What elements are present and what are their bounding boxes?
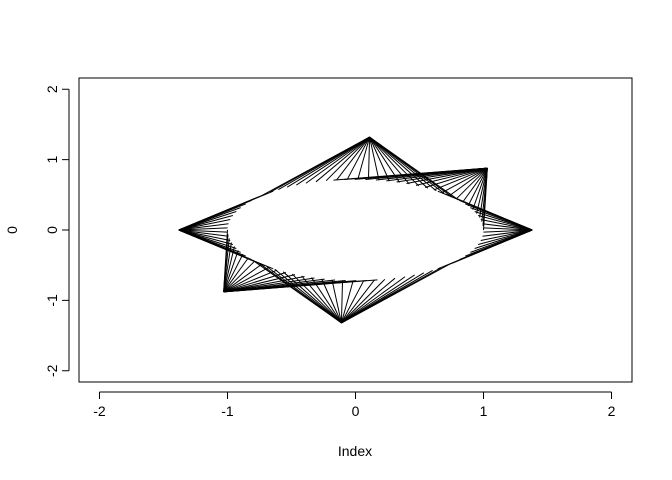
fan-line	[178, 229, 231, 241]
fan-line	[456, 167, 488, 200]
fan-lines	[178, 136, 533, 324]
fan-line	[315, 136, 370, 183]
fan-line	[369, 136, 420, 187]
fan-line	[449, 167, 488, 197]
fan-line	[223, 263, 262, 293]
fan-line	[223, 242, 232, 293]
fan-line	[479, 167, 488, 218]
fan-line	[369, 137, 380, 181]
fan-line	[223, 246, 235, 293]
fan-line	[472, 167, 488, 210]
fan-line	[476, 167, 488, 214]
x-tick-label: 1	[480, 403, 488, 419]
y-tick-label: -2	[44, 364, 60, 377]
x-tick-label: 2	[608, 403, 616, 419]
y-tick-label: 0	[44, 226, 60, 234]
fan-line	[331, 279, 342, 323]
fan-line	[369, 136, 437, 192]
fan-line	[340, 280, 344, 323]
x-axis: -2 -1 0 1 2	[93, 391, 616, 419]
fan-line	[478, 229, 533, 246]
fan-line	[346, 136, 371, 180]
fan-line	[274, 268, 342, 324]
fan-line	[223, 257, 249, 293]
fan-line	[341, 276, 406, 324]
x-tick-label: -2	[93, 403, 106, 419]
fan-line	[178, 223, 229, 231]
fan-line	[301, 275, 342, 324]
fan-line	[178, 227, 228, 231]
y-axis: -2 -1 0 1 2	[44, 85, 70, 377]
fan-line	[340, 280, 354, 324]
fan-line	[223, 279, 378, 293]
fan-line	[341, 279, 375, 324]
fan-line	[223, 269, 278, 293]
fan-line	[291, 273, 342, 324]
x-tick-label: 0	[352, 403, 360, 419]
y-tick-label: 1	[44, 156, 60, 164]
fan-line	[262, 136, 370, 196]
fan-line	[178, 214, 233, 231]
fan-line	[415, 167, 488, 186]
x-tick-label: -1	[221, 403, 234, 419]
fan-line	[223, 274, 296, 293]
fan-line	[223, 260, 255, 293]
fan-line	[462, 167, 488, 203]
fan-line	[357, 136, 371, 180]
fan-line	[341, 277, 396, 324]
fan-line	[482, 229, 533, 237]
fan-line	[178, 229, 228, 233]
fan-line	[441, 167, 488, 194]
fan-line	[340, 280, 365, 324]
fan-line	[369, 136, 390, 182]
fan-line	[480, 229, 533, 241]
fan-line	[178, 219, 231, 231]
y-axis-title: 0	[4, 226, 20, 234]
fan-line	[341, 278, 386, 324]
fan-line	[483, 229, 533, 233]
fan-line	[467, 167, 488, 207]
fan-line	[482, 223, 533, 231]
fan-line	[282, 271, 342, 324]
fan-line	[369, 136, 429, 189]
fan-line	[480, 219, 533, 231]
fan-line	[223, 266, 270, 293]
fan-line	[321, 278, 342, 324]
fan-line	[223, 253, 244, 293]
fan-line	[336, 136, 370, 181]
fan-line	[483, 227, 533, 231]
fan-line	[178, 229, 229, 237]
fan-line	[433, 167, 488, 191]
fan-line	[341, 264, 449, 324]
fan-line	[223, 250, 239, 293]
fan-line	[325, 136, 370, 182]
fan-line	[369, 136, 400, 183]
fan-line	[305, 136, 370, 184]
fan-line	[311, 277, 342, 324]
fan-line	[367, 137, 371, 180]
y-tick-label: 2	[44, 85, 60, 93]
plot-frame	[78, 77, 633, 383]
x-axis-title: Index	[338, 443, 372, 459]
fan-line	[369, 136, 410, 185]
y-tick-label: -1	[44, 294, 60, 307]
fan-line	[333, 167, 488, 181]
